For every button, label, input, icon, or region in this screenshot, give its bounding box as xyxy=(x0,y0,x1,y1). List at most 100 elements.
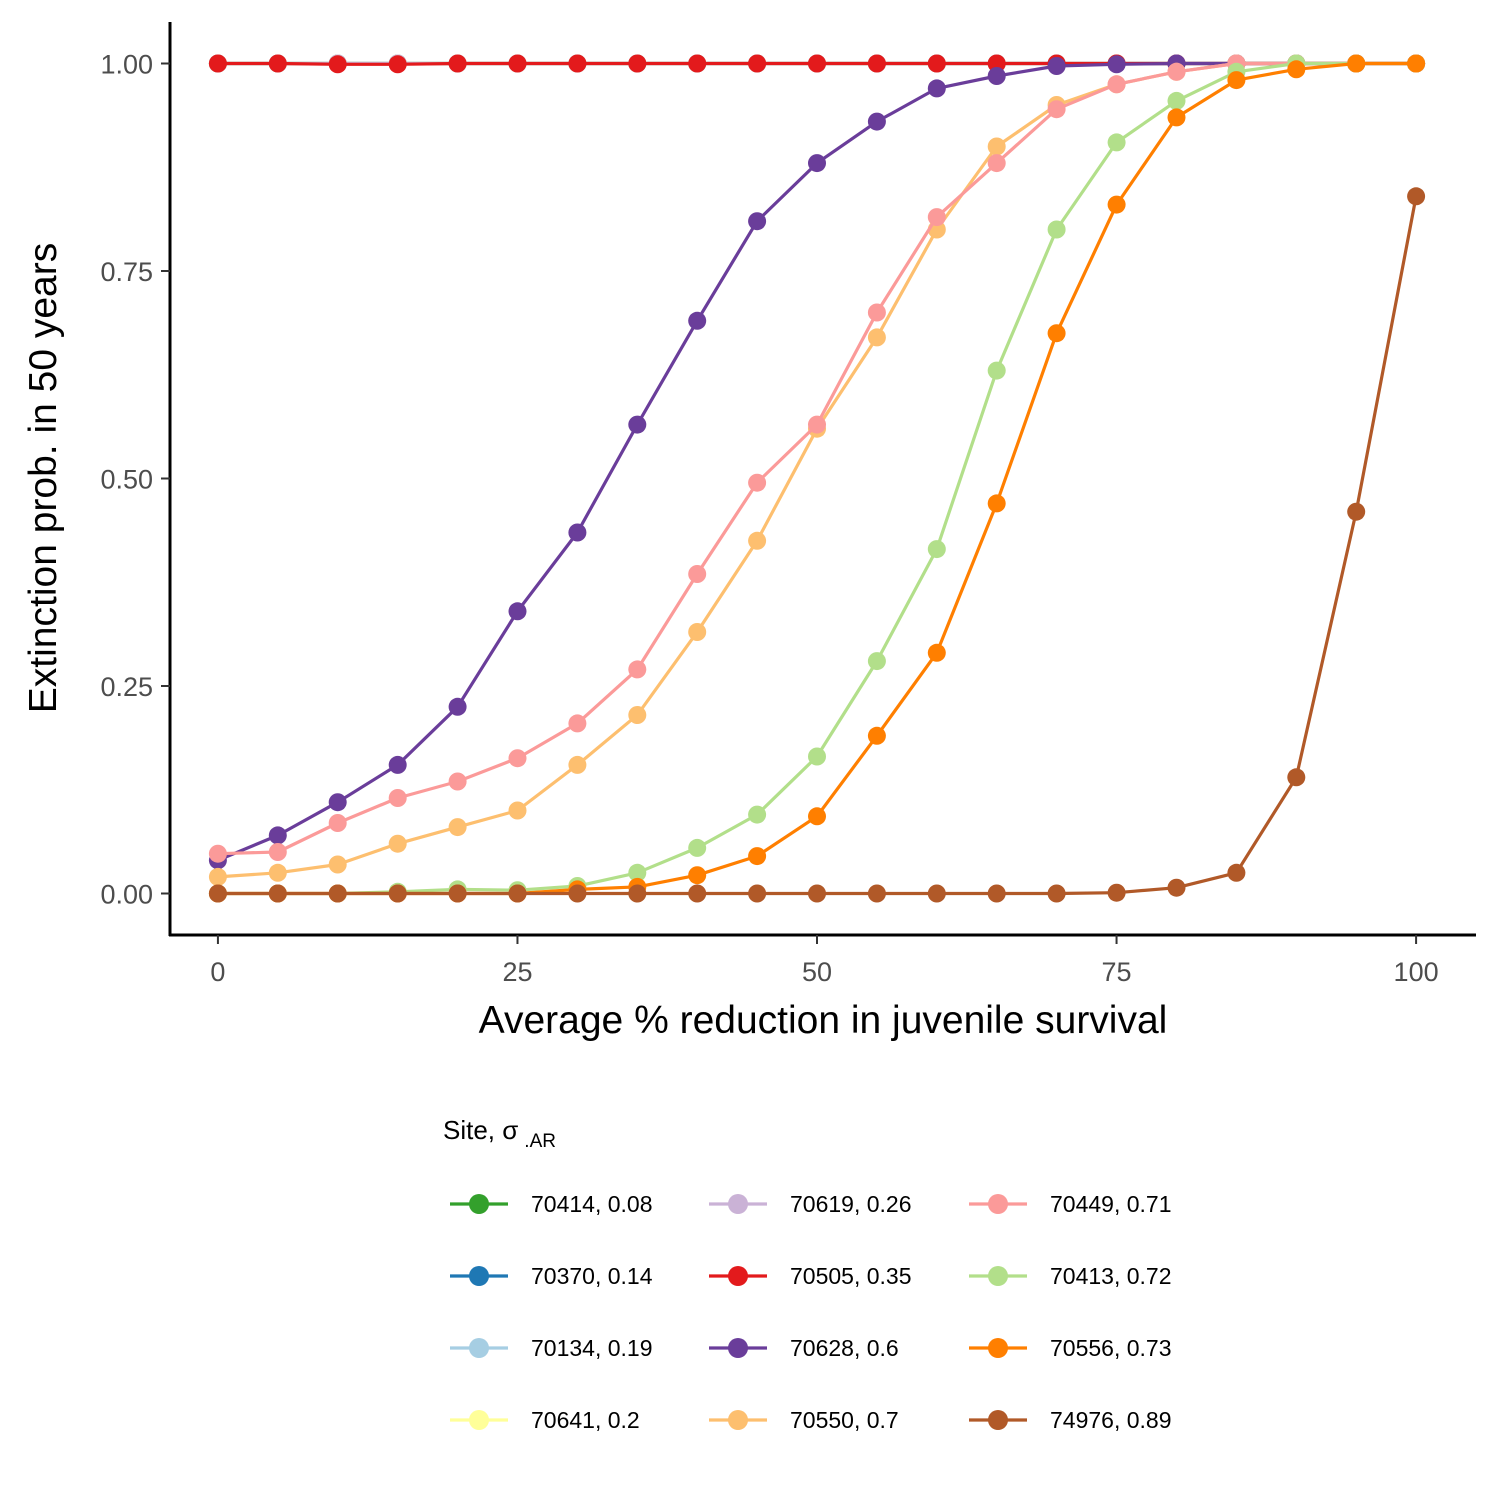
data-point xyxy=(1167,878,1186,897)
data-point xyxy=(1167,108,1186,127)
series-line xyxy=(217,196,1418,896)
y-tick-label: 1.00 xyxy=(100,50,153,80)
data-point xyxy=(927,79,946,98)
y-axis-title: Extinction prob. in 50 years xyxy=(22,243,65,713)
legend-key-point xyxy=(728,1410,748,1430)
legend: Site, σ .AR 70414, 0.08 70370, 0.14 70134, … xyxy=(443,1115,1172,1433)
data-point xyxy=(1287,60,1306,79)
data-point xyxy=(987,137,1006,156)
data-point xyxy=(448,697,467,716)
legend-key-point xyxy=(988,1338,1008,1358)
legend-item: 74976, 0.89 xyxy=(969,1407,1172,1433)
data-point xyxy=(748,54,767,73)
y-tick-label: 0.00 xyxy=(100,880,153,910)
data-point xyxy=(688,565,707,583)
data-point xyxy=(748,531,767,550)
data-point xyxy=(927,540,946,559)
legend-key-point xyxy=(469,1338,489,1358)
data-point xyxy=(867,328,886,347)
data-point xyxy=(268,54,287,73)
data-point xyxy=(268,843,287,861)
data-point xyxy=(748,805,767,824)
data-point xyxy=(448,772,467,791)
x-axis-title: Average % reduction in juvenile survival xyxy=(479,999,1168,1042)
data-point xyxy=(927,643,946,662)
legend-label: 70414, 0.08 xyxy=(531,1191,653,1217)
data-point xyxy=(808,884,826,903)
legend-label: 74976, 0.89 xyxy=(1050,1407,1172,1433)
data-point xyxy=(208,867,227,886)
data-point xyxy=(268,884,287,903)
data-point xyxy=(388,789,407,807)
data-point xyxy=(1047,324,1066,343)
legend-item: 70134, 0.19 xyxy=(450,1335,653,1361)
data-point xyxy=(808,747,826,766)
legend-title-subscript: .AR xyxy=(524,1131,556,1152)
data-point xyxy=(688,884,707,903)
data-point xyxy=(688,311,707,330)
data-point xyxy=(448,884,467,903)
data-point xyxy=(867,303,886,322)
legend-item: 70414, 0.08 xyxy=(450,1191,653,1217)
legend-item: 70619, 0.26 xyxy=(709,1191,912,1217)
legend-key-point xyxy=(988,1194,1008,1214)
data-point xyxy=(987,494,1006,513)
data-point xyxy=(808,54,826,73)
data-point xyxy=(1407,187,1426,206)
data-point xyxy=(628,54,647,73)
legend-item: 70641, 0.2 xyxy=(450,1407,640,1433)
data-point xyxy=(1047,220,1066,239)
data-point xyxy=(448,818,467,837)
data-point xyxy=(1227,863,1246,882)
legend-label: 70628, 0.6 xyxy=(790,1335,899,1361)
data-point xyxy=(208,54,227,73)
data-point xyxy=(268,826,287,845)
data-point xyxy=(688,623,707,641)
series-70449, 0.71 xyxy=(208,54,1426,863)
series-70556, 0.73 xyxy=(208,54,1426,903)
series-line xyxy=(217,61,1417,862)
data-point xyxy=(1347,502,1366,521)
legend-item: 70556, 0.73 xyxy=(969,1335,1172,1361)
series-70628, 0.6 xyxy=(208,54,1426,870)
data-point xyxy=(688,54,707,73)
legend-label: 70619, 0.26 xyxy=(790,1191,912,1217)
y-tick-label: 0.50 xyxy=(100,465,153,495)
data-point xyxy=(328,884,347,903)
legend-label: 70556, 0.73 xyxy=(1050,1335,1172,1361)
x-tick-label: 75 xyxy=(1102,957,1132,987)
data-point xyxy=(628,884,647,903)
legend-key-point xyxy=(728,1338,748,1358)
data-point xyxy=(1047,100,1066,119)
legend-item: 70628, 0.6 xyxy=(709,1335,899,1361)
data-point xyxy=(1107,883,1126,902)
data-point xyxy=(628,863,647,882)
data-point xyxy=(628,660,647,679)
data-point xyxy=(927,208,946,227)
legend-key-point xyxy=(469,1194,489,1214)
data-point xyxy=(1047,57,1066,75)
data-point xyxy=(508,801,527,820)
x-tick-label: 50 xyxy=(802,957,832,987)
legend-item: 70550, 0.7 xyxy=(709,1407,899,1433)
data-point xyxy=(987,884,1006,903)
data-point xyxy=(927,54,946,73)
data-point xyxy=(1107,195,1126,214)
x-tick-label: 0 xyxy=(210,957,225,987)
legend-item: 70413, 0.72 xyxy=(969,1263,1172,1289)
data-point xyxy=(808,807,826,826)
data-point xyxy=(748,473,767,492)
series-line xyxy=(217,61,1417,856)
legend-key-point xyxy=(988,1266,1008,1286)
data-point xyxy=(1047,884,1066,903)
data-point xyxy=(1167,62,1186,81)
data-point xyxy=(328,793,347,812)
data-point xyxy=(568,54,587,73)
x-tick-label: 100 xyxy=(1394,957,1439,987)
legend-key-point xyxy=(728,1194,748,1214)
legend-title: Site, σ .AR xyxy=(443,1115,556,1152)
data-point xyxy=(748,847,767,866)
legend-key-point xyxy=(469,1266,489,1286)
legend-key-point xyxy=(469,1410,489,1430)
legend-item: 70505, 0.35 xyxy=(709,1263,912,1289)
